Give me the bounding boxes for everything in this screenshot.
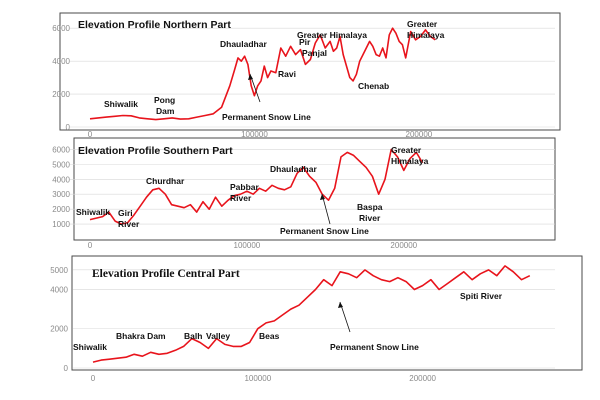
anno-shiwalik: Shiwalik (104, 99, 138, 109)
ytick-label-northern-6000: 6000 (52, 24, 70, 33)
panel-northern-title: Elevation Profile Northern Part (78, 19, 231, 31)
anno-baspa-river: River (359, 213, 381, 223)
anno-pabbar-river: River (230, 193, 252, 203)
ytick-label-central-5000: 5000 (50, 266, 68, 275)
xtick-label-southern-100000: 100000 (234, 241, 261, 250)
panel-northern-frame (59, 12, 561, 131)
anno-shiwalik: Shiwalik (76, 207, 110, 217)
anno-pong: Pong (154, 95, 175, 105)
snow-line-arrowhead-northern (248, 74, 253, 80)
anno-snow-line: Permanent Snow Line (280, 226, 369, 236)
anno-bhakra-dam: Bhakra Dam (116, 331, 166, 341)
panel-northern: 0 2000 4000 6000 0 100000 200000 Elevation Pro… (52, 12, 561, 139)
anno-pabbar: Pabbar (230, 182, 260, 192)
anno-baspa: Baspa (357, 202, 383, 212)
ytick-label-central-2000: 2000 (50, 325, 68, 334)
snow-line-arrowhead-central (338, 302, 343, 308)
anno-shiwalik: Shiwalik (73, 342, 107, 352)
anno-dhauladhar: Dhauladhar (270, 164, 317, 174)
anno-balh: Balh (184, 331, 202, 341)
xtick-label-southern-0: 0 (88, 241, 93, 250)
ytick-label-northern-0: 0 (66, 123, 71, 132)
panel-southern-title: Elevation Profile Southern Part (78, 145, 233, 157)
ytick-label-central-0: 0 (64, 364, 69, 373)
anno-himalaya: Himalaya (407, 30, 445, 40)
anno-greater: Greater (407, 19, 438, 29)
ytick-label-southern-2000: 2000 (52, 205, 70, 214)
ytick-label-southern-3000: 3000 (52, 190, 70, 199)
ytick-label-northern-2000: 2000 (52, 90, 70, 99)
anno-panjal: Panjal (302, 48, 327, 58)
series-line-northern-0 (89, 27, 436, 121)
panel-central-title: Elevation Profile Central Part (92, 268, 240, 280)
anno-himalaya: Himalaya (391, 156, 429, 166)
series-line-central-0 (92, 265, 531, 363)
anno-beas: Beas (259, 331, 280, 341)
anno-giri: Giri (118, 208, 133, 218)
series-line-southern-0 (89, 148, 424, 225)
anno-churdhar: Churdhar (146, 176, 185, 186)
panel-southern: 1000 2000 3000 4000 5000 6000 0 100000 200000 El… (52, 137, 556, 250)
xtick-label-central-0: 0 (91, 374, 96, 383)
ytick-label-northern-4000: 4000 (52, 57, 70, 66)
anno-ravi: Ravi (278, 69, 296, 79)
ytick-label-southern-5000: 5000 (52, 160, 70, 169)
anno-pir: Pir (299, 37, 311, 47)
anno-snow-line: Permanent Snow Line (222, 112, 311, 122)
ytick-label-southern-6000: 6000 (52, 145, 70, 154)
anno-chenab: Chenab (358, 81, 389, 91)
ytick-label-central-4000: 4000 (50, 285, 68, 294)
xtick-label-central-200000: 200000 (409, 374, 436, 383)
anno-spiti-river: Spiti River (460, 291, 503, 301)
xtick-label-northern-0: 0 (88, 130, 93, 139)
panel-central: 0 2000 4000 5000 0 100000 200000 Elevation Pro… (50, 255, 583, 383)
anno-giri-river: River (118, 219, 140, 229)
anno-snow-line: Permanent Snow Line (330, 342, 419, 352)
xtick-label-northern-200000: 200000 (406, 130, 433, 139)
anno-greater: Greater (391, 145, 422, 155)
xtick-label-northern-100000: 100000 (241, 130, 268, 139)
anno-greater-himalaya-1: Greater Himalaya (297, 30, 367, 40)
ytick-label-southern-4000: 4000 (52, 175, 70, 184)
xtick-label-southern-200000: 200000 (390, 241, 417, 250)
anno-valley: Valley (206, 331, 230, 341)
anno-dam: Dam (156, 106, 175, 116)
anno-dhauladhar: Dhauladhar (220, 39, 267, 49)
snow-line-arrowhead-southern (320, 194, 325, 200)
xtick-label-central-100000: 100000 (244, 374, 271, 383)
ytick-label-southern-1000: 1000 (52, 220, 70, 229)
